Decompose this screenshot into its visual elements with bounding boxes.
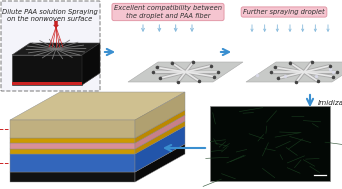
Bar xyxy=(210,106,330,181)
Polygon shape xyxy=(10,154,135,172)
Text: Dilute PAA solution Spraying
on the nonwoven surface: Dilute PAA solution Spraying on the nonw… xyxy=(2,9,98,22)
Polygon shape xyxy=(135,121,185,154)
Polygon shape xyxy=(10,143,135,149)
FancyArrow shape xyxy=(53,21,58,28)
Polygon shape xyxy=(135,115,185,149)
Polygon shape xyxy=(10,138,135,143)
Polygon shape xyxy=(135,126,185,172)
Polygon shape xyxy=(10,121,185,149)
Polygon shape xyxy=(10,120,135,138)
Polygon shape xyxy=(12,55,82,85)
Polygon shape xyxy=(135,110,185,143)
Bar xyxy=(12,82,82,85)
Polygon shape xyxy=(82,43,100,85)
Text: Imidization: Imidization xyxy=(318,100,342,106)
Polygon shape xyxy=(135,144,185,182)
Polygon shape xyxy=(246,62,342,82)
FancyBboxPatch shape xyxy=(1,1,100,91)
Polygon shape xyxy=(10,126,185,154)
Polygon shape xyxy=(10,92,185,120)
Polygon shape xyxy=(10,149,135,154)
Polygon shape xyxy=(10,115,185,143)
Polygon shape xyxy=(12,43,100,55)
Polygon shape xyxy=(10,172,135,182)
Text: Excellent compatibility between
the droplet and PAA fiber: Excellent compatibility between the drop… xyxy=(114,5,222,19)
Polygon shape xyxy=(10,144,185,172)
Polygon shape xyxy=(128,62,243,82)
Polygon shape xyxy=(135,92,185,138)
Text: Further spraying droplet: Further spraying droplet xyxy=(243,9,325,15)
Polygon shape xyxy=(10,110,185,138)
